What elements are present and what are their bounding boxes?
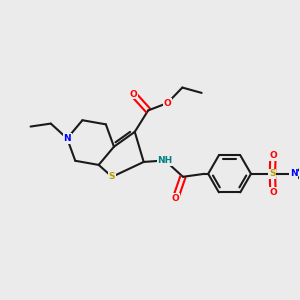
Text: O: O bbox=[172, 194, 179, 203]
Text: N: N bbox=[290, 169, 298, 178]
Text: N: N bbox=[63, 134, 71, 143]
Text: O: O bbox=[129, 90, 137, 99]
Text: O: O bbox=[269, 151, 277, 160]
Text: NH: NH bbox=[158, 156, 173, 165]
Text: S: S bbox=[269, 169, 276, 178]
Text: O: O bbox=[269, 188, 277, 197]
Text: O: O bbox=[164, 98, 171, 107]
Text: S: S bbox=[109, 172, 115, 181]
